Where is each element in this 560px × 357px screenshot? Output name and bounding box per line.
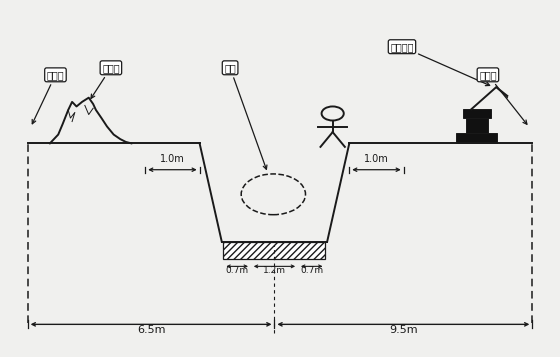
Bar [456, 133, 497, 144]
Text: 管子: 管子 [224, 63, 267, 169]
Text: 0.7m: 0.7m [300, 266, 323, 275]
Text: 1.2m: 1.2m [263, 266, 286, 275]
Text: 排土区: 排土区 [91, 63, 120, 99]
Text: 0.7m: 0.7m [226, 266, 249, 275]
Text: 施工机具: 施工机具 [390, 42, 489, 86]
Bar [466, 118, 488, 133]
Bar [223, 242, 325, 258]
Bar [463, 109, 491, 118]
Text: 9.5m: 9.5m [389, 325, 418, 335]
Text: 1.0m: 1.0m [160, 154, 185, 164]
Text: 6.5m: 6.5m [137, 325, 165, 335]
Text: 1.0m: 1.0m [364, 154, 389, 164]
Text: 边界绿: 边界绿 [479, 70, 527, 124]
Text: 边界绿: 边界绿 [32, 70, 64, 124]
